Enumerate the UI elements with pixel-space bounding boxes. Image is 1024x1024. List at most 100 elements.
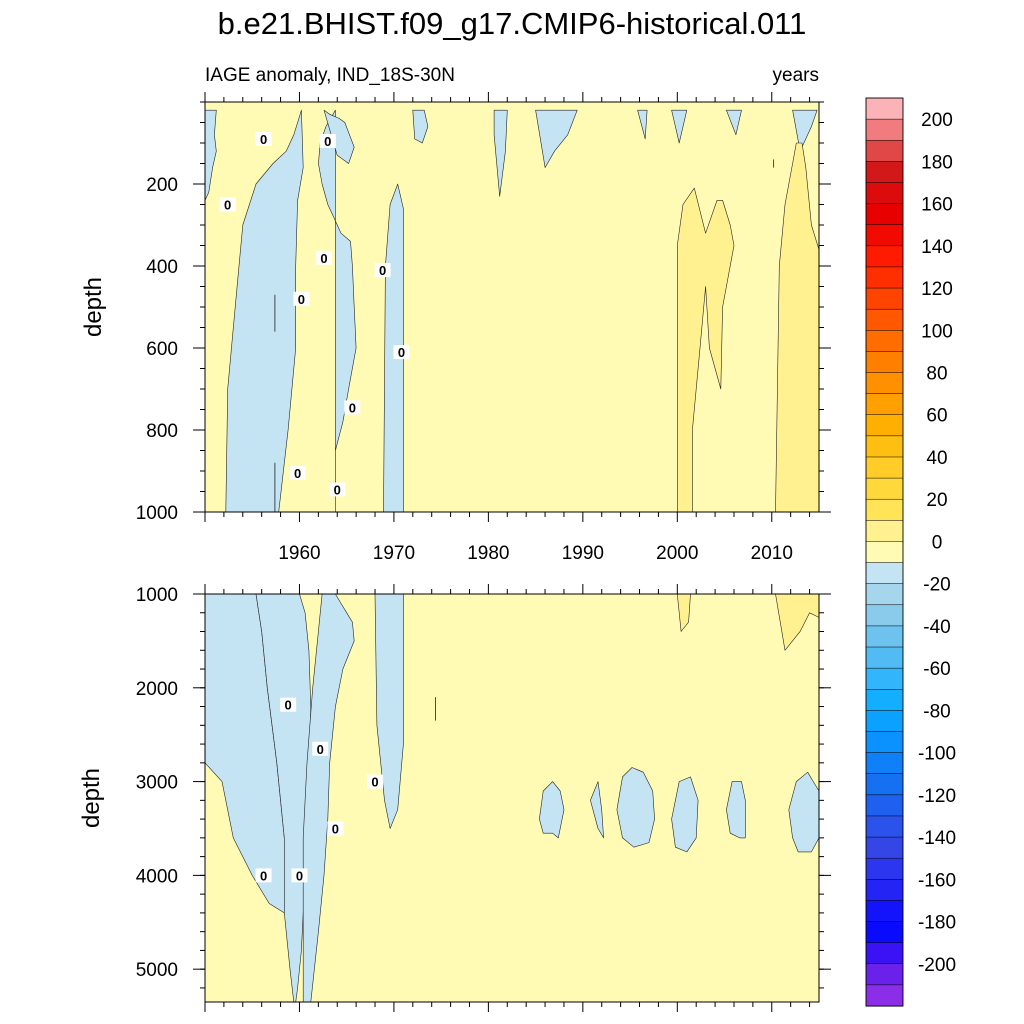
colorbar-swatch	[865, 984, 904, 1007]
colorbar-swatch	[865, 794, 904, 817]
colorbar-label: -100	[918, 744, 956, 765]
contour-label-box	[255, 868, 272, 883]
x-tick-label: 1960	[278, 543, 320, 564]
colorbar-swatch	[865, 625, 904, 648]
contour-region-upper-0	[225, 109, 304, 512]
colorbar-swatch	[865, 203, 904, 226]
y-tick-label: 2000	[136, 679, 178, 700]
colorbar-swatch	[865, 815, 904, 838]
contour-label: 0	[260, 868, 267, 883]
contour-label: 0	[298, 292, 305, 307]
colorbar-label: -140	[918, 828, 956, 849]
colorbar-swatch	[865, 942, 904, 965]
colorbar-swatch	[865, 689, 904, 711]
contour-region-upper-13	[775, 142, 819, 512]
contour-label: 0	[320, 251, 327, 266]
contour-label-box	[329, 482, 346, 497]
contour-label-box	[327, 821, 344, 836]
colorbar-label: 60	[926, 406, 947, 427]
colorbar-swatch	[865, 245, 904, 268]
colorbar-label: -120	[918, 786, 956, 807]
colorbar-label: 0	[932, 532, 943, 553]
contour-label-box	[293, 291, 310, 306]
colorbar-swatch	[865, 857, 904, 880]
contour-label: 0	[349, 400, 356, 415]
x-tick-label: 1980	[467, 543, 509, 564]
contour-region-lower-11	[775, 594, 819, 651]
colorbar-swatch	[865, 435, 904, 458]
y-tick-label: 600	[146, 339, 178, 360]
colorbar-swatch	[865, 224, 904, 247]
contour-label: 0	[398, 345, 405, 360]
contour-label: 0	[317, 742, 324, 757]
contour-region-upper-4	[323, 109, 355, 164]
colorbar-swatch	[865, 477, 904, 500]
colorbar-swatch	[865, 308, 904, 331]
colorbar-swatch	[865, 836, 904, 859]
colorbar-swatch	[865, 266, 904, 289]
contour-label-box	[255, 131, 272, 146]
colorbar-swatch	[865, 330, 904, 352]
colorbar-swatch	[865, 139, 904, 162]
contour-label: 0	[224, 198, 231, 213]
colorbar-swatch	[865, 921, 904, 944]
colorbar-swatch	[865, 900, 904, 923]
colorbar-label: -80	[923, 701, 950, 722]
colorbar-swatch	[865, 752, 904, 775]
panel-fill-layer: 0 0 0 0 0 0	[205, 594, 819, 1002]
colorbar-label: 120	[921, 279, 953, 300]
contour-label-box	[316, 250, 333, 265]
contour-label: 0	[334, 482, 341, 497]
contour-region-upper-9	[671, 109, 688, 144]
y-tick-label: 200	[146, 175, 178, 196]
panel-fill-layer: 0 0 0 0 0 0 0 0 0 0	[205, 109, 819, 512]
colorbar-swatch	[865, 351, 904, 374]
colorbar-swatch	[865, 498, 904, 521]
colorbar-swatch	[865, 520, 904, 543]
colorbar-swatch	[865, 541, 904, 564]
contour-region-lower-1	[255, 594, 312, 1002]
y-tick-label: 3000	[136, 773, 178, 794]
contour-label-box	[312, 741, 329, 756]
colorbar-swatch	[865, 414, 904, 437]
chart-title: b.e21.BHIST.f09_g17.CMIP6-historical.011	[218, 6, 807, 41]
contour-label-box	[367, 774, 384, 789]
ylabel-upper: depth	[80, 277, 107, 337]
colorbar-label: -200	[918, 955, 956, 976]
colorbar-swatch	[865, 879, 904, 901]
colorbar-label: -20	[923, 575, 950, 596]
colorbar-swatch	[865, 456, 904, 479]
contour-label-box	[289, 466, 306, 481]
colorbar-swatch	[865, 118, 904, 141]
contour-region-lower-8	[726, 781, 746, 839]
contour-region-upper-10	[726, 109, 742, 136]
colorbar-swatch	[865, 731, 904, 754]
y-tick-label: 1000	[136, 585, 178, 606]
contour-region-upper-6	[493, 109, 508, 197]
contour-label: 0	[260, 132, 267, 147]
y-tick-label: 1000	[136, 503, 178, 524]
contour-label-box	[280, 697, 297, 712]
contour-label-box	[319, 133, 336, 148]
contour-label: 0	[296, 868, 303, 883]
contour-label-box	[374, 263, 391, 278]
upper-panel: 0 0 0 0 0 0 0 0 0 0 1960 1970 1980 1990 2000 2010 200 400…	[136, 92, 831, 564]
colorbar-label: -40	[923, 617, 950, 638]
contour-label-box	[344, 400, 361, 415]
colorbar-swatch	[865, 667, 904, 690]
colorbar-label: 140	[921, 237, 953, 258]
contour-label: 0	[379, 263, 386, 278]
colorbar-swatch	[865, 583, 904, 606]
colorbar-swatch	[865, 773, 904, 796]
contour-region-lower-3	[374, 594, 404, 829]
colorbar-swatch	[865, 604, 904, 627]
colorbar-label: 80	[926, 364, 947, 385]
x-tick-label: 2010	[751, 543, 793, 564]
y-tick-label: 400	[146, 257, 178, 278]
y-tick-label: 4000	[136, 866, 178, 887]
colorbar-label: -160	[918, 870, 956, 891]
colorbar-label: -180	[918, 913, 956, 934]
colorbar-swatch	[865, 287, 904, 310]
contour-label: 0	[332, 821, 339, 836]
